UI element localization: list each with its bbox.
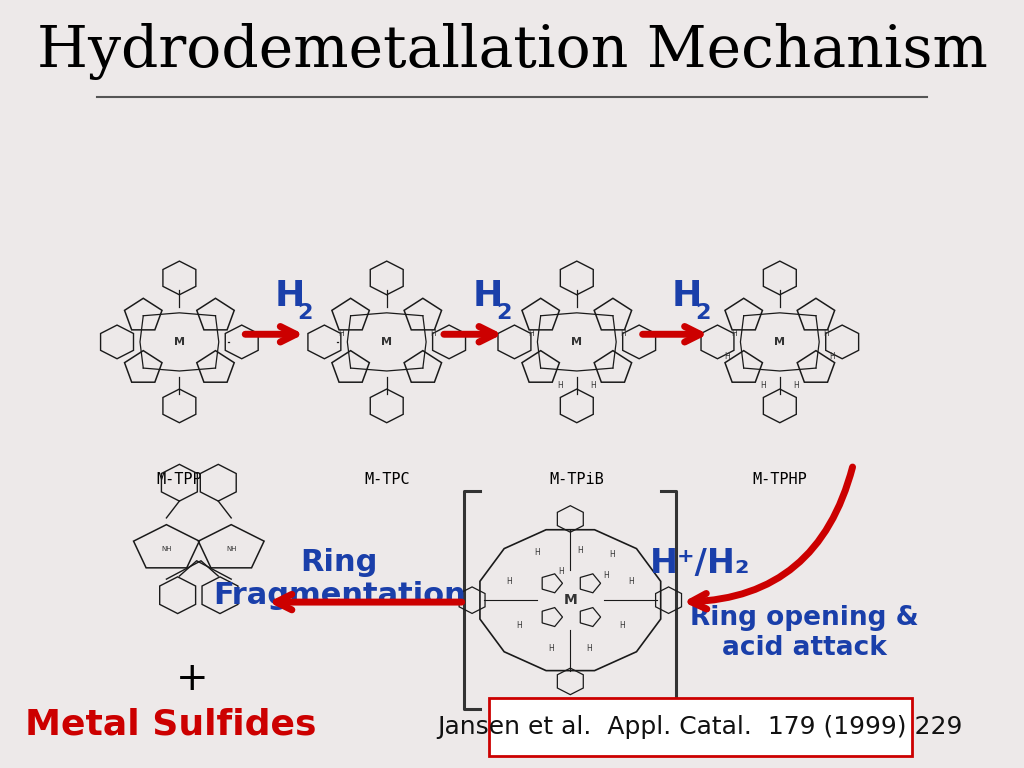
Text: H: H xyxy=(672,279,702,313)
Text: M-TPC: M-TPC xyxy=(364,472,410,487)
Text: Metal Sulfides: Metal Sulfides xyxy=(25,707,316,742)
Text: M-TPHP: M-TPHP xyxy=(753,472,807,487)
Text: M: M xyxy=(174,337,185,347)
Text: H: H xyxy=(507,578,512,587)
Text: Ring opening &
acid attack: Ring opening & acid attack xyxy=(690,604,919,660)
Text: H: H xyxy=(430,329,435,338)
Text: H: H xyxy=(609,550,615,559)
Text: +: + xyxy=(176,660,209,697)
Text: H: H xyxy=(731,329,736,338)
Text: H: H xyxy=(794,381,799,390)
Text: H: H xyxy=(603,571,608,580)
Text: Ring
Fragmentation: Ring Fragmentation xyxy=(213,548,466,611)
Text: M-TPiB: M-TPiB xyxy=(550,472,604,487)
Text: H: H xyxy=(516,621,522,630)
Text: H: H xyxy=(620,329,626,338)
Text: H: H xyxy=(761,381,766,390)
Text: H: H xyxy=(629,578,634,587)
Text: 2: 2 xyxy=(695,303,711,323)
Text: Hydrodemetallation Mechanism: Hydrodemetallation Mechanism xyxy=(37,22,987,80)
Text: H: H xyxy=(338,329,344,338)
Text: Jansen et al.  Appl. Catal.  179 (1999) 229: Jansen et al. Appl. Catal. 179 (1999) 22… xyxy=(437,715,963,739)
Text: H: H xyxy=(577,546,583,555)
Text: M: M xyxy=(563,593,578,607)
Text: H: H xyxy=(473,279,504,313)
Text: NH: NH xyxy=(161,545,172,551)
Text: H: H xyxy=(618,621,625,630)
Text: 2: 2 xyxy=(298,303,313,323)
Text: H: H xyxy=(823,329,828,338)
Text: H: H xyxy=(528,329,534,338)
Text: H: H xyxy=(557,381,563,390)
Text: M: M xyxy=(774,337,785,347)
Text: H: H xyxy=(549,644,554,653)
Text: H: H xyxy=(274,279,305,313)
Text: H⁺/H₂: H⁺/H₂ xyxy=(650,548,751,581)
Text: M-TPP: M-TPP xyxy=(157,472,202,487)
Text: M: M xyxy=(381,337,392,347)
FancyBboxPatch shape xyxy=(488,698,912,756)
Text: H: H xyxy=(558,567,564,576)
Text: H: H xyxy=(829,352,836,361)
Text: H: H xyxy=(535,548,541,557)
Text: H: H xyxy=(591,381,596,390)
Text: 2: 2 xyxy=(497,303,512,323)
Text: NH: NH xyxy=(226,545,237,551)
Text: H: H xyxy=(724,352,730,361)
Text: M: M xyxy=(571,337,583,347)
Text: H: H xyxy=(586,644,592,653)
